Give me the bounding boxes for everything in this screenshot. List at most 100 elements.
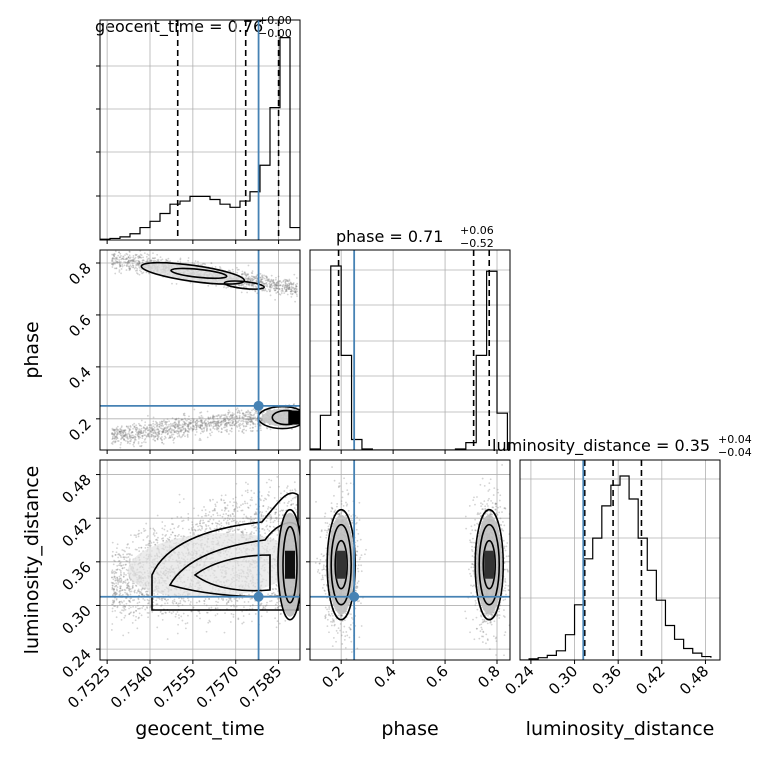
sample-point (254, 416, 256, 419)
sample-point (123, 434, 125, 437)
sample-point (204, 530, 206, 533)
sample-point (124, 433, 127, 436)
sample-point (226, 517, 229, 519)
sample-point (140, 419, 143, 422)
sample-point (195, 523, 197, 526)
sample-point (116, 568, 119, 571)
sample-point (114, 250, 117, 253)
sample-point (259, 417, 262, 420)
sample-point (119, 585, 122, 588)
sample-point (155, 603, 158, 606)
sample-point (118, 263, 121, 266)
sample-point (215, 424, 217, 427)
sample-point (203, 602, 206, 605)
sample-point (278, 288, 281, 290)
sample-point (261, 278, 264, 281)
sample-point (266, 285, 269, 288)
sample-point (223, 420, 226, 423)
sample-point (130, 436, 132, 439)
sample-point (129, 260, 132, 263)
sample-point (146, 598, 149, 601)
sample-point (119, 261, 122, 263)
sample-point (277, 275, 280, 278)
sample-point (141, 259, 144, 262)
sample-point (244, 490, 247, 492)
sample-point (114, 591, 117, 594)
sample-point (212, 418, 215, 421)
sample-point (141, 435, 144, 437)
sample-point (127, 441, 130, 443)
sample-point (132, 260, 134, 262)
sample-point (220, 427, 223, 430)
sample-point (114, 259, 117, 261)
sample-point (254, 289, 257, 292)
sample-point (256, 430, 259, 432)
sample-point (177, 428, 179, 430)
sample-point (184, 430, 187, 433)
sample-point (254, 517, 257, 520)
sample-point (220, 420, 223, 423)
sample-point (210, 422, 212, 425)
sample-point (138, 433, 141, 436)
sample-point (241, 622, 244, 625)
sample-point (158, 423, 161, 426)
sample-point (127, 256, 130, 259)
sample-point (123, 573, 126, 576)
sample-point (161, 430, 164, 433)
sample-point (290, 285, 293, 288)
sample-point (227, 418, 230, 421)
sample-point (248, 283, 250, 286)
title-geocent-time-minus: −0.00 (258, 27, 292, 40)
sample-point (286, 286, 288, 289)
sample-point (224, 419, 227, 421)
sample-point (178, 423, 181, 426)
sample-point (201, 527, 203, 530)
sample-point (131, 431, 134, 433)
sample-point (192, 419, 195, 422)
sample-point (272, 279, 275, 281)
sample-point (132, 266, 135, 269)
sample-point (138, 435, 140, 438)
sample-point (235, 415, 238, 417)
sample-point (112, 578, 115, 581)
sample-point (145, 428, 147, 431)
sample-point (211, 416, 214, 419)
sample-point (119, 594, 121, 596)
sample-point (141, 593, 144, 596)
sample-point (185, 422, 188, 425)
sample-point (245, 429, 248, 432)
sample-point (198, 522, 201, 525)
panel-geocent-time-histogram (96, 19, 301, 244)
sample-point (123, 605, 126, 608)
sample-point (220, 431, 223, 434)
sample-point (134, 266, 137, 269)
sample-point (267, 593, 270, 596)
sample-point (269, 283, 272, 286)
sample-point (138, 256, 141, 259)
sample-point (113, 428, 115, 431)
sample-point (142, 271, 145, 274)
sample-point (253, 276, 256, 278)
sample-point (222, 421, 224, 424)
sample-point (140, 256, 143, 259)
sample-point (157, 433, 160, 436)
sample-point (252, 422, 255, 425)
sample-point (252, 421, 255, 424)
sample-point (232, 419, 234, 421)
sample-point (241, 494, 244, 497)
sample-point (183, 414, 186, 417)
sample-point (227, 413, 230, 416)
sample-point (245, 275, 248, 277)
sample-point (213, 428, 216, 430)
sample-point (225, 415, 228, 418)
sample-point (246, 502, 249, 505)
sample-point (252, 417, 255, 420)
tick-label-y: 0.8 (65, 259, 95, 289)
sample-point (247, 282, 250, 285)
sample-point (253, 276, 256, 278)
sample-point (246, 291, 249, 294)
sample-point (173, 428, 175, 431)
sample-point (116, 440, 119, 442)
sample-point (178, 427, 181, 430)
sample-point (123, 429, 126, 432)
